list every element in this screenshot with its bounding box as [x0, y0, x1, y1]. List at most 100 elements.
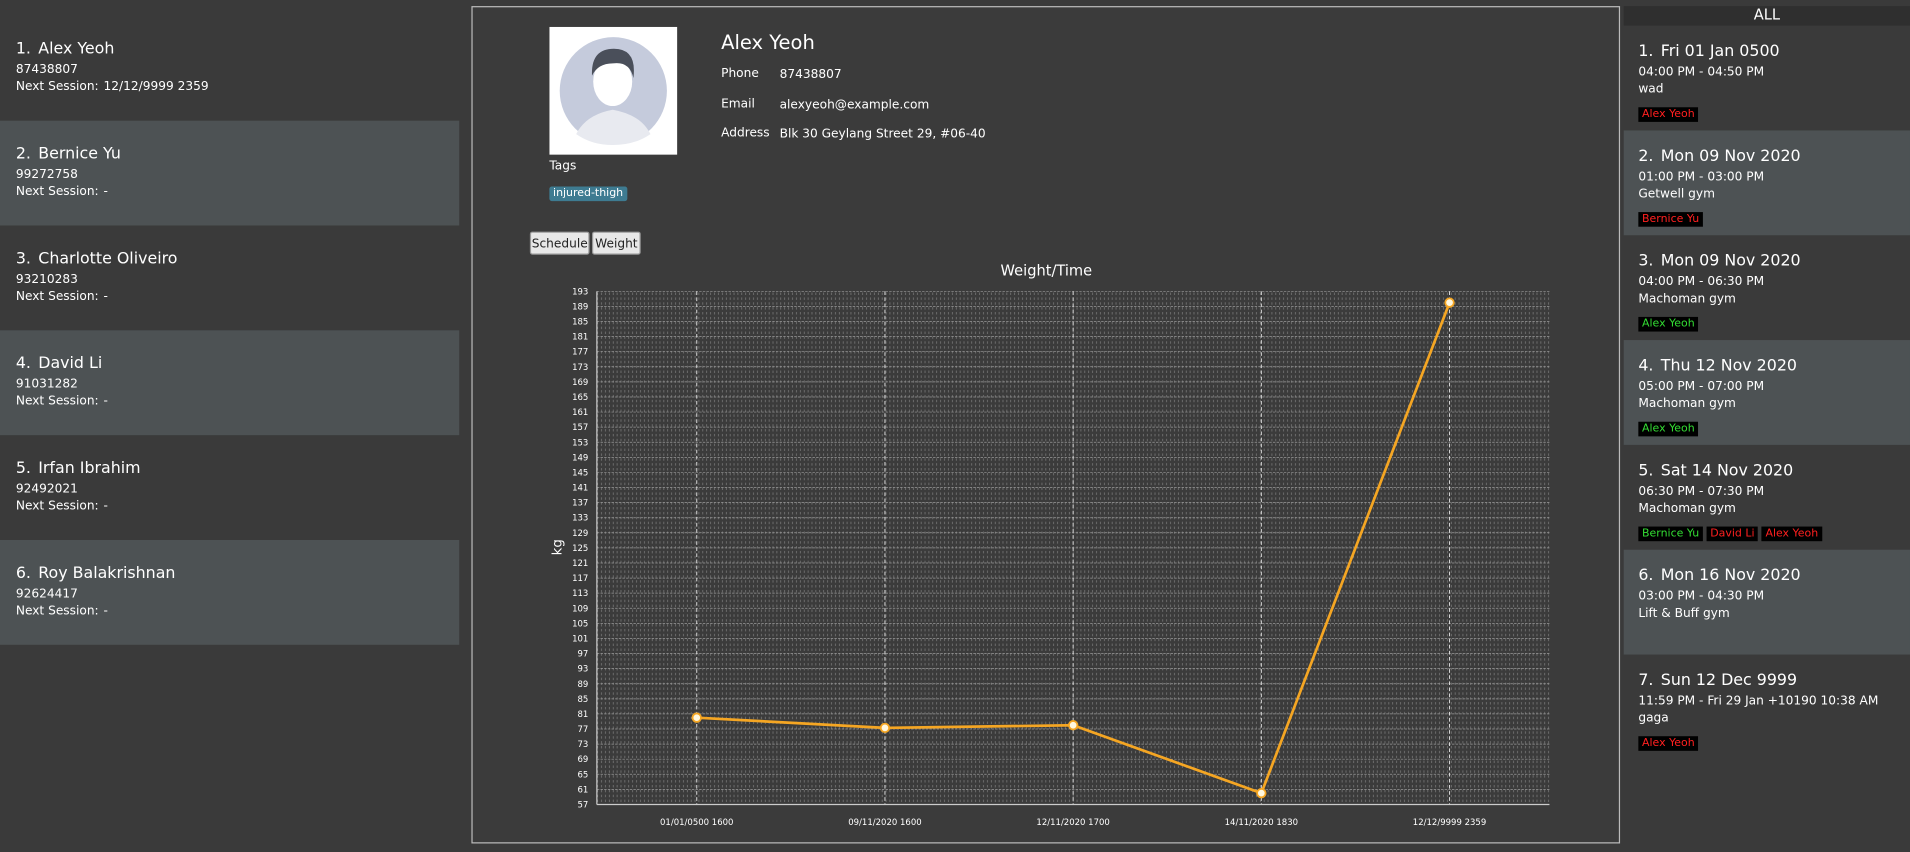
y-tick-label: 89	[578, 680, 589, 690]
person-card: 6. Roy Balakrishnan 92624417 Next Session: -	[0, 539, 460, 645]
session-card: 2. Mon 09 Nov 2020 01:00 PM - 03:00 PM Getw…	[1623, 130, 1910, 236]
y-tick-label: 141	[572, 484, 588, 494]
session-time: 11:59 PM - Fri 29 Jan +10190 10:38 AM	[1638, 694, 1879, 709]
next-session: Next Session: -	[16, 394, 444, 411]
person-index: 1.	[15, 40, 31, 59]
next-session-value: -	[103, 499, 108, 514]
session-date: Sat 14 Nov 2020	[1660, 461, 1794, 481]
field-value: Blk 30 Geylang Street 29, #06-40	[779, 127, 986, 142]
session-clients: Alex Yeoh	[1638, 413, 1895, 437]
session-time: 05:00 PM - 07:00 PM	[1638, 380, 1765, 394]
y-tick-label: 73	[578, 740, 589, 750]
session-card: 5. Sat 14 Nov 2020 06:30 PM - 07:30 PM Mach…	[1624, 445, 1910, 550]
y-tick-label: 181	[572, 333, 588, 343]
person-card: 5. Irfan Ibrahim 92492021 Next Session: -	[0, 435, 459, 540]
y-tick-label: 109	[572, 604, 588, 614]
person-card: 3. Charlotte Oliveiro 93210283 Next Session…	[0, 225, 459, 330]
person-phone: 92624417	[15, 587, 78, 601]
session-date-row: 5. Sat 14 Nov 2020	[1638, 462, 1895, 480]
next-session-value: 12/12/9999 2359	[103, 80, 209, 94]
person-name: David Li	[38, 354, 103, 373]
next-session-label: Next Session:	[15, 394, 99, 409]
y-tick-label: 121	[572, 559, 588, 569]
person-index: 2.	[15, 145, 31, 164]
person-name: Bernice Yu	[38, 145, 121, 164]
y-tick-label: 81	[578, 710, 589, 720]
session-location: Machoman gym	[1638, 292, 1736, 306]
person-phone: 99272758	[15, 168, 78, 182]
y-tick-label: 117	[572, 574, 588, 584]
person-name-row: 3. Charlotte Oliveiro	[16, 250, 444, 268]
session-date: Thu 12 Nov 2020	[1660, 357, 1797, 376]
y-tick-label: 145	[572, 468, 588, 478]
person-phone: 91031282	[15, 377, 78, 392]
y-tick-label: 173	[572, 363, 588, 373]
next-session: Next Session: -	[16, 603, 444, 620]
session-index: 1.	[1638, 42, 1654, 61]
x-tick-label: 12/12/9999 2359	[1413, 818, 1486, 828]
y-tick-label: 177	[572, 348, 588, 358]
tag: injured-thigh	[549, 186, 627, 202]
client-tag: Alex Yeoh	[1638, 421, 1699, 437]
x-tick-label: 14/11/2020 1830	[1225, 818, 1298, 828]
weight-point	[1444, 297, 1455, 308]
session-index: 3.	[1638, 252, 1654, 271]
next-session-value: -	[103, 394, 108, 409]
person-name-row: 5. Irfan Ibrahim	[16, 460, 444, 478]
session-location: Machoman gym	[1638, 397, 1736, 411]
y-tick-label: 193	[572, 287, 588, 297]
next-session-label: Next Session:	[15, 80, 99, 94]
session-date-row: 1. Fri 01 Jan 0500	[1638, 43, 1895, 61]
session-date-row: 2. Mon 09 Nov 2020	[1638, 147, 1895, 165]
weight-point	[879, 722, 891, 734]
client-tag: Alex Yeoh	[1638, 107, 1699, 122]
client-tag: David Li	[1706, 526, 1759, 542]
y-tick-label: 137	[572, 499, 588, 509]
client-tag: Alex Yeoh	[1638, 736, 1699, 751]
person-name: Roy Balakrishnan	[38, 564, 176, 583]
session-time: 01:00 PM - 03:00 PM	[1638, 170, 1765, 185]
session-date-row: 4. Thu 12 Nov 2020	[1638, 357, 1895, 375]
session-location: gaga	[1638, 711, 1669, 726]
session-date: Mon 09 Nov 2020	[1660, 252, 1801, 271]
client-tag: Bernice Yu	[1638, 526, 1703, 542]
y-tick-label: 161	[572, 408, 588, 418]
session-date-row: 7. Sun 12 Dec 9999	[1638, 672, 1895, 690]
y-tick-label: 69	[578, 755, 589, 765]
session-clients: Alex Yeoh	[1638, 308, 1895, 332]
y-tick-label: 105	[572, 619, 588, 629]
person-index: 5.	[15, 459, 31, 478]
next-session: Next Session: -	[16, 289, 444, 306]
x-tick-label: 12/11/2020 1700	[1036, 818, 1109, 828]
session-time: 04:00 PM - 04:50 PM	[1638, 65, 1765, 80]
next-session-value: -	[103, 604, 108, 618]
session-date: Fri 01 Jan 0500	[1660, 42, 1780, 61]
weight-point	[691, 712, 702, 723]
session-date-row: 3. Mon 09 Nov 2020	[1638, 252, 1895, 270]
tab[interactable]: Weight	[591, 231, 641, 255]
session-date: Mon 09 Nov 2020	[1660, 147, 1801, 166]
session-location: Getwell gym	[1638, 187, 1715, 202]
chart-title: Weight/Time	[1001, 262, 1093, 279]
session-time: 04:00 PM - 06:30 PM	[1638, 275, 1765, 289]
session-index: 7.	[1638, 671, 1654, 690]
session-location: Lift & Buff gym	[1638, 607, 1730, 621]
field-label: Phone	[721, 67, 759, 81]
y-tick-label: 189	[572, 302, 588, 312]
y-tick-label: 61	[578, 785, 589, 795]
session-time: 03:00 PM - 04:30 PM	[1638, 589, 1765, 604]
tab[interactable]: Schedule	[529, 231, 590, 255]
session-clients: Alex Yeoh	[1638, 728, 1895, 751]
y-tick-label: 65	[578, 770, 589, 780]
next-session: Next Session: -	[16, 499, 444, 516]
next-session: Next Session: -	[16, 184, 444, 201]
session-time: 06:30 PM - 07:30 PM	[1638, 485, 1765, 499]
next-session-label: Next Session:	[15, 604, 99, 618]
y-tick-label: 77	[578, 725, 589, 735]
y-tick-label: 125	[572, 544, 588, 554]
field-label: Address	[721, 126, 770, 141]
y-tick-label: 165	[572, 393, 588, 403]
next-session: Next Session: 12/12/9999 2359	[16, 79, 444, 96]
y-tick-label: 169	[572, 378, 588, 388]
